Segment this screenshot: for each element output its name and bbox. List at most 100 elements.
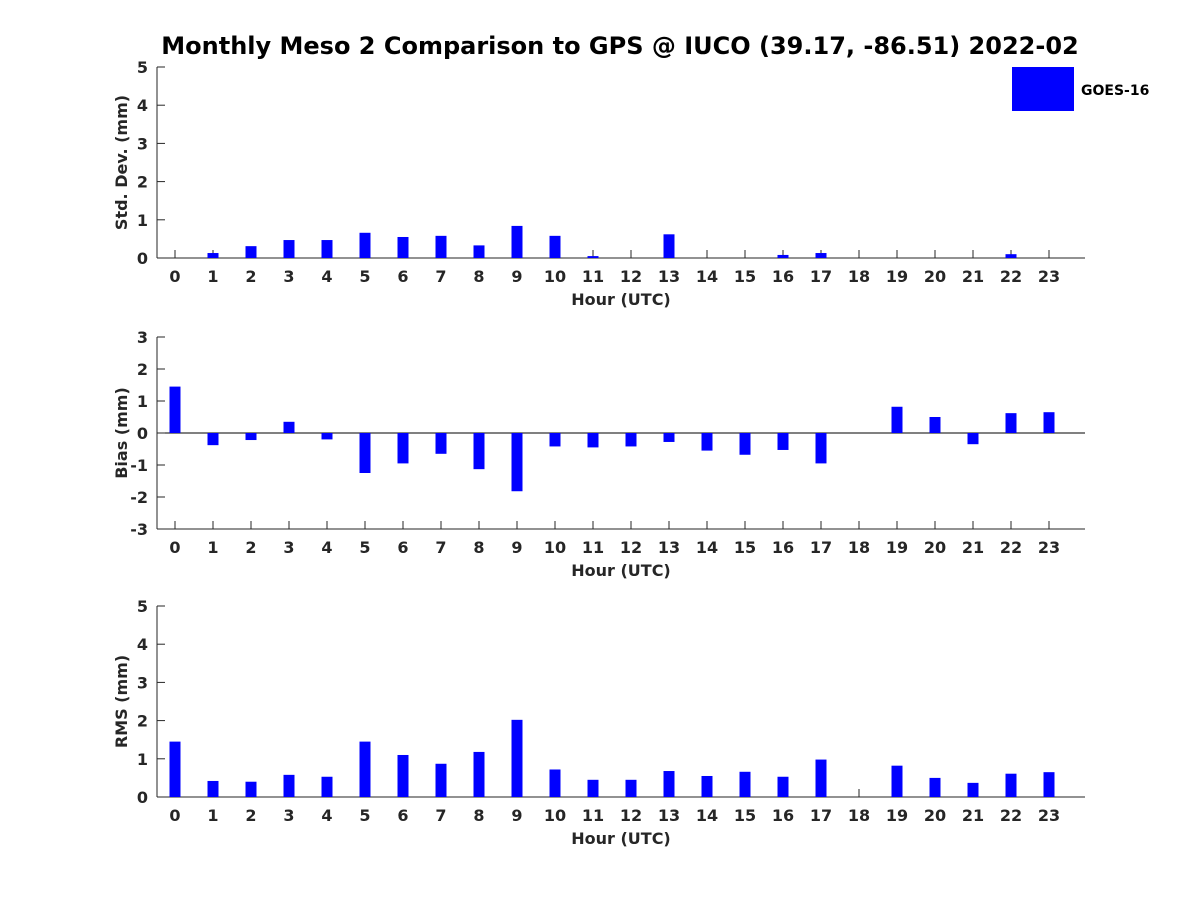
bar-hour-1 [207, 433, 219, 446]
x-tick-label: 19 [886, 267, 908, 286]
y-tick-label: 0 [137, 424, 148, 443]
bar-hour-8 [473, 245, 485, 258]
x-tick-label: 19 [886, 538, 908, 557]
bar-hour-20 [929, 417, 941, 433]
x-tick-label: 13 [658, 806, 680, 825]
x-tick-label: 20 [924, 806, 946, 825]
bar-hour-4 [321, 433, 333, 440]
x-tick-label: 12 [620, 538, 642, 557]
x-axis-label: Hour (UTC) [571, 829, 671, 848]
x-tick-label: 5 [359, 538, 370, 557]
y-tick-label: 2 [137, 360, 148, 379]
x-tick-label: 1 [207, 806, 218, 825]
x-tick-label: 11 [582, 538, 604, 557]
x-tick-label: 0 [169, 538, 180, 557]
x-tick-label: 8 [473, 806, 484, 825]
bar-hour-19 [891, 406, 903, 433]
bar-hour-20 [929, 777, 941, 797]
x-tick-label: 10 [544, 267, 566, 286]
bar-hour-21 [967, 782, 979, 797]
chart-title: Monthly Meso 2 Comparison to GPS @ IUCO … [161, 32, 1078, 60]
x-tick-label: 7 [435, 267, 446, 286]
x-tick-label: 11 [582, 806, 604, 825]
bar-hour-5 [359, 741, 371, 797]
bar-hour-8 [473, 433, 485, 470]
y-tick-label: 2 [137, 173, 148, 192]
y-tick-label: -1 [130, 456, 148, 475]
x-tick-label: 14 [696, 806, 718, 825]
x-tick-label: 4 [321, 538, 332, 557]
bar-hour-19 [891, 765, 903, 797]
x-tick-label: 3 [283, 538, 294, 557]
y-tick-label: 3 [137, 134, 148, 153]
x-tick-label: 4 [321, 806, 332, 825]
x-tick-label: 6 [397, 538, 408, 557]
x-tick-label: 13 [658, 538, 680, 557]
y-tick-label: 5 [137, 58, 148, 77]
x-tick-label: 3 [283, 267, 294, 286]
bar-hour-11 [587, 779, 599, 797]
x-tick-label: 18 [848, 538, 870, 557]
x-tick-label: 17 [810, 538, 832, 557]
y-axis-label: Bias (mm) [112, 387, 131, 479]
bar-hour-7 [435, 763, 447, 797]
bar-hour-6 [397, 236, 409, 258]
bar-hour-13 [663, 234, 675, 258]
bar-hour-7 [435, 235, 447, 258]
x-tick-label: 0 [169, 267, 180, 286]
x-tick-label: 3 [283, 806, 294, 825]
bar-hour-6 [397, 433, 409, 464]
bar-hour-14 [701, 433, 713, 451]
bar-hour-16 [777, 254, 789, 258]
bar-hour-3 [283, 240, 295, 258]
y-tick-label: -3 [130, 520, 148, 539]
y-tick-label: 0 [137, 788, 148, 807]
y-tick-label: 0 [137, 249, 148, 268]
bar-hour-8 [473, 751, 485, 797]
x-tick-label: 16 [772, 806, 794, 825]
bar-hour-4 [321, 776, 333, 797]
bar-hour-10 [549, 235, 561, 258]
bar-hour-22 [1005, 254, 1017, 258]
y-tick-label: 3 [137, 673, 148, 692]
y-axis-label: Std. Dev. (mm) [112, 95, 131, 230]
y-tick-label: 4 [137, 635, 148, 654]
y-tick-label: 4 [137, 96, 148, 115]
x-tick-label: 23 [1038, 806, 1060, 825]
bar-hour-6 [397, 754, 409, 797]
x-tick-label: 4 [321, 267, 332, 286]
x-tick-label: 15 [734, 267, 756, 286]
y-tick-label: 5 [137, 597, 148, 616]
x-tick-label: 17 [810, 806, 832, 825]
x-axis-label: Hour (UTC) [571, 290, 671, 309]
bar-hour-0 [169, 741, 181, 797]
bar-hour-11 [587, 433, 599, 448]
bar-hour-16 [777, 776, 789, 797]
x-tick-label: 12 [620, 267, 642, 286]
x-tick-label: 0 [169, 806, 180, 825]
x-tick-label: 8 [473, 267, 484, 286]
bar-hour-15 [739, 771, 751, 797]
bar-hour-13 [663, 433, 675, 442]
bar-hour-1 [207, 253, 219, 258]
x-tick-label: 19 [886, 806, 908, 825]
x-tick-label: 13 [658, 267, 680, 286]
bar-hour-0 [169, 386, 181, 433]
bar-hour-17 [815, 253, 827, 258]
x-tick-label: 22 [1000, 806, 1022, 825]
bar-hour-22 [1005, 413, 1017, 433]
bar-hour-23 [1043, 772, 1055, 797]
bar-hour-11 [587, 256, 599, 258]
x-tick-label: 15 [734, 806, 756, 825]
bar-hour-3 [283, 774, 295, 797]
x-tick-label: 9 [511, 267, 522, 286]
x-tick-label: 11 [582, 267, 604, 286]
x-tick-label: 10 [544, 538, 566, 557]
bar-hour-12 [625, 433, 637, 447]
y-tick-label: -2 [130, 488, 148, 507]
bar-hour-12 [625, 779, 637, 797]
x-tick-label: 18 [848, 267, 870, 286]
y-tick-label: 1 [137, 392, 148, 411]
